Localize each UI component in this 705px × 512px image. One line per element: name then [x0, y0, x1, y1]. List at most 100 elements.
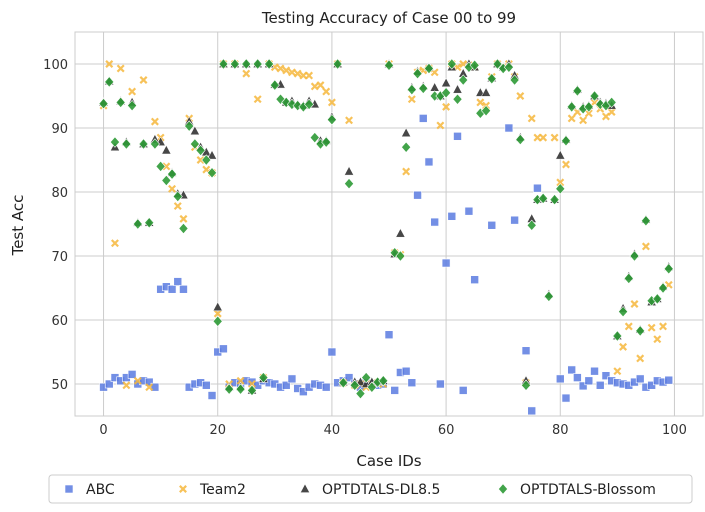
y-tick-label: 80 [51, 186, 68, 201]
data-point [366, 381, 377, 393]
data-point [630, 300, 639, 308]
data-point [538, 192, 549, 205]
data-point [521, 346, 531, 356]
data-point [492, 58, 503, 70]
data-point [167, 284, 177, 294]
data-point [269, 79, 280, 91]
legend-label: ABC [86, 482, 115, 498]
data-point [390, 386, 400, 395]
data-point [258, 371, 269, 384]
data-point [527, 406, 537, 416]
data-point [122, 381, 131, 390]
data-point [281, 96, 292, 109]
data-point [636, 354, 645, 363]
legend-label: OPTDTALS-Blossom [520, 482, 656, 498]
data-point [452, 93, 463, 105]
data-point [663, 263, 674, 275]
data-point [430, 217, 439, 227]
data-point [503, 61, 514, 73]
data-point [447, 212, 457, 221]
data-point [486, 73, 497, 85]
data-point [110, 239, 119, 248]
data-point [618, 306, 629, 318]
data-point [555, 374, 565, 384]
data-point [127, 370, 137, 379]
data-point [344, 165, 355, 176]
data-point [310, 82, 319, 91]
data-point [549, 194, 560, 206]
data-point [424, 157, 434, 167]
data-point [299, 387, 308, 396]
x-tick-label: 60 [438, 423, 455, 438]
data-point [442, 102, 451, 111]
data-point [132, 218, 143, 230]
y-tick-label: 100 [43, 58, 68, 73]
data-point [201, 154, 212, 166]
data-point [172, 190, 183, 203]
data-point [309, 131, 320, 144]
data-point [213, 309, 222, 318]
data-points [98, 58, 674, 416]
data-point [150, 382, 160, 392]
x-tick-label: 20 [209, 423, 226, 438]
data-point [189, 125, 200, 136]
data-point [567, 114, 576, 123]
data-point [242, 69, 251, 78]
data-point [138, 138, 149, 150]
data-point [384, 330, 394, 340]
data-point [105, 60, 114, 68]
data-point [407, 95, 416, 104]
data-point [629, 250, 640, 262]
data-point [481, 87, 492, 97]
data-point [287, 374, 297, 384]
data-point [282, 66, 291, 75]
data-point [550, 133, 559, 142]
x-tick-label: 100 [662, 423, 687, 438]
y-tick-label: 60 [51, 314, 68, 329]
data-point [418, 114, 428, 123]
data-point [149, 138, 160, 150]
data-point [487, 220, 497, 230]
data-point [155, 160, 166, 173]
data-point [344, 178, 355, 190]
data-point [470, 275, 479, 284]
data-point [168, 184, 177, 193]
data-point [224, 383, 235, 395]
legend-label: OPTDTALS-DL8.5 [322, 482, 440, 498]
data-point [109, 136, 120, 148]
data-point [556, 178, 565, 187]
data-point [589, 90, 600, 102]
data-point [436, 379, 445, 389]
data-point [229, 58, 240, 70]
data-point [327, 98, 336, 107]
x-tick-labels: 0 20 40 60 80 100 [99, 423, 686, 438]
data-point [606, 96, 617, 109]
data-point [178, 222, 189, 235]
data-point [248, 380, 256, 388]
data-point [202, 380, 211, 390]
data-point [515, 133, 526, 146]
data-point [567, 365, 576, 375]
data-point [579, 116, 588, 125]
data-point [104, 76, 115, 88]
data-point [389, 247, 400, 259]
data-point [332, 58, 343, 70]
data-point [327, 347, 337, 357]
legend-frame [48, 474, 693, 504]
data-point [635, 374, 645, 384]
y-tick-label: 70 [51, 250, 68, 265]
data-point [161, 144, 172, 155]
data-point [179, 214, 188, 223]
data-point [607, 108, 616, 116]
data-point [452, 84, 463, 94]
data-point [623, 272, 634, 285]
data-point [189, 138, 200, 150]
data-point [173, 277, 183, 286]
data-point [533, 183, 542, 193]
data-point [246, 384, 257, 397]
data-point [659, 322, 668, 331]
data-point [252, 58, 263, 70]
data-point [555, 183, 566, 195]
data-point [510, 215, 519, 225]
data-point [338, 377, 349, 389]
